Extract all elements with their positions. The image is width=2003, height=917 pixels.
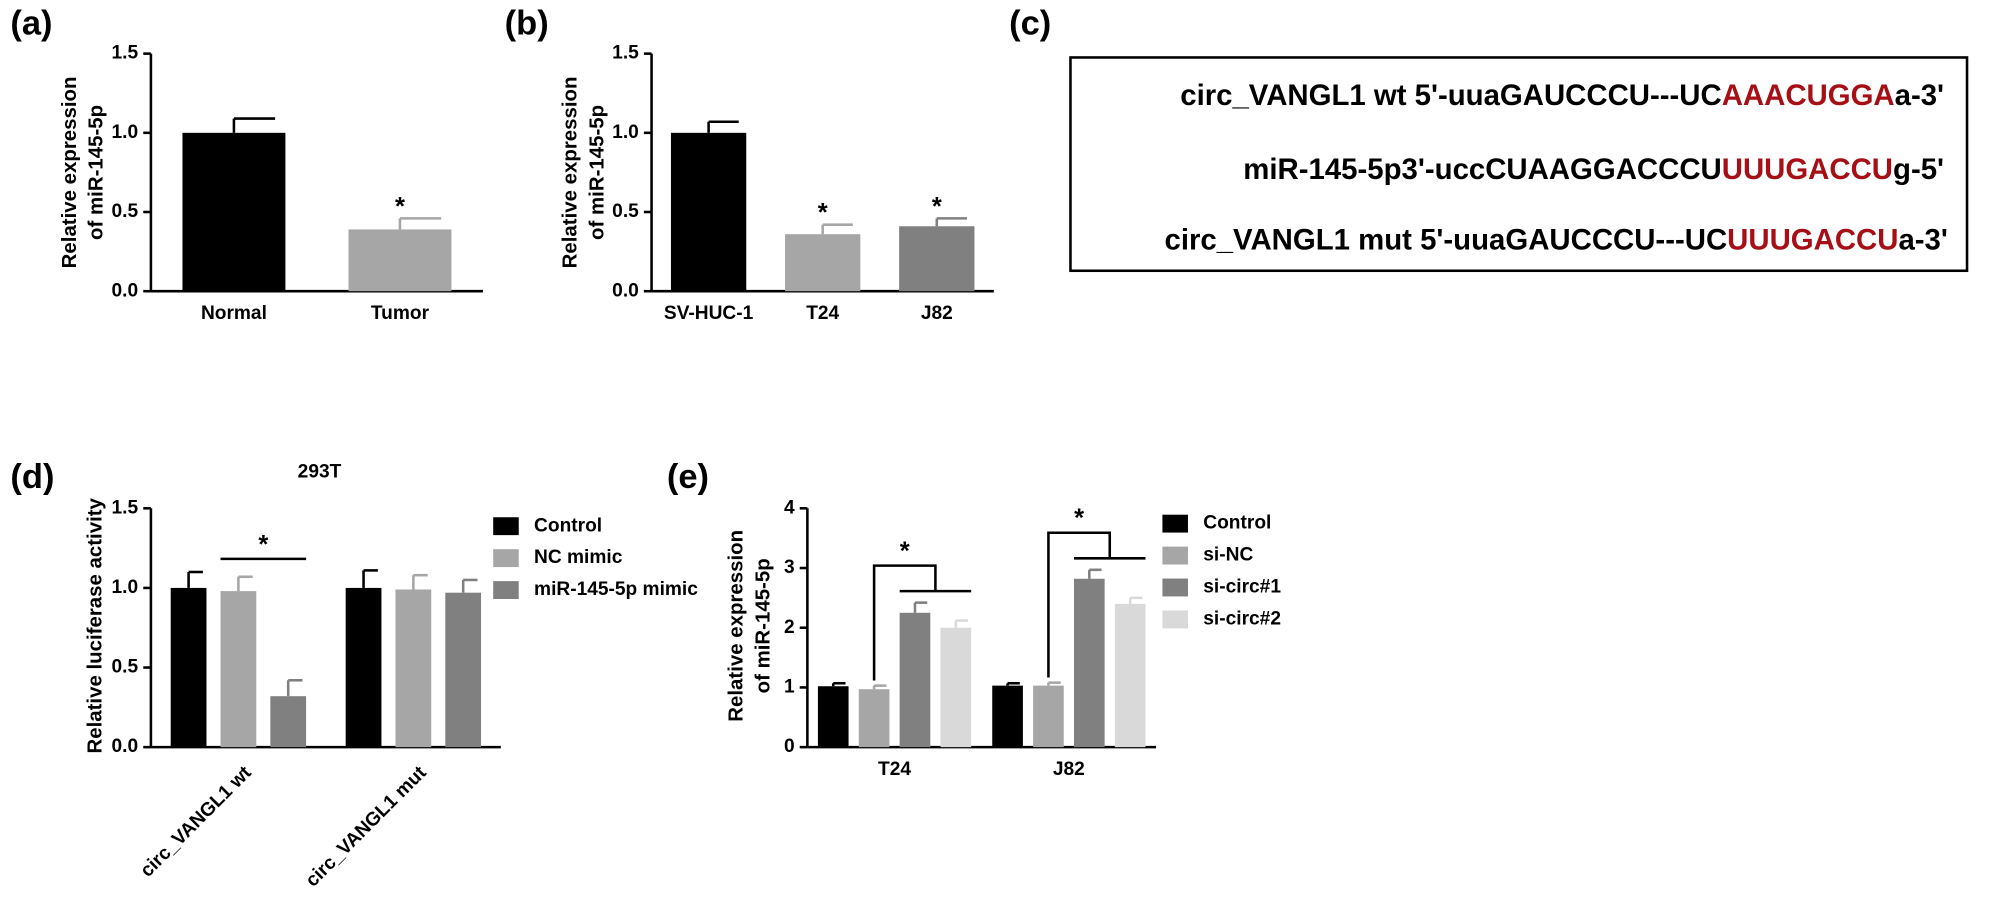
y-tick-label: 1.0	[112, 577, 139, 598]
legend-label: miR-145-5p mimic	[534, 579, 698, 600]
bar	[170, 587, 207, 748]
bar	[899, 226, 975, 292]
y-tick-label: 1.5	[612, 43, 639, 64]
y-tick-label: 0.0	[112, 736, 139, 757]
bar	[992, 685, 1023, 748]
bar	[940, 627, 972, 748]
bar	[1114, 603, 1146, 748]
sequence: circ_VANGL1 wt 5'-uuaGAUCCCU---UC	[1180, 79, 1721, 112]
legend-swatch	[1162, 610, 1188, 629]
bar	[445, 592, 482, 748]
bar	[858, 689, 890, 748]
chart-title: 293T	[298, 462, 342, 483]
legend-swatch	[1162, 578, 1188, 597]
bar	[817, 686, 849, 748]
y-axis-label: of miR-145-5p	[86, 105, 108, 240]
y-tick-label: 0.0	[612, 280, 639, 301]
y-axis-label: of miR-145-5p	[586, 105, 608, 240]
x-tick-label: Tumor	[371, 303, 430, 324]
x-tick-label: J82	[921, 303, 953, 324]
sequence-line: circ_VANGL1 mut 5'-uuaGAUCCCU---UCUUUGAC…	[1164, 223, 1947, 256]
panel-label: (d)	[10, 458, 54, 496]
y-tick-label: 2	[784, 617, 795, 638]
y-tick-label: 3	[784, 557, 795, 578]
bar	[1033, 685, 1064, 748]
bar	[348, 229, 452, 292]
legend-swatch	[1162, 546, 1188, 565]
sequence: circ_VANGL1 mut 5'-uuaGAUCCCU---UC	[1164, 223, 1727, 256]
y-tick-label: 0	[784, 736, 795, 757]
significance: *	[818, 199, 828, 227]
bar	[345, 587, 382, 748]
bar	[785, 234, 861, 292]
legend-label: si-circ#2	[1203, 608, 1281, 629]
legend-swatch	[1162, 514, 1188, 533]
panel-label: (c)	[1009, 5, 1051, 43]
sequence: g-5'	[1893, 153, 1944, 186]
significance: *	[1074, 505, 1084, 533]
significance: *	[258, 531, 268, 559]
sequence: a-3'	[1898, 223, 1947, 256]
y-axis-label: Relative expression	[726, 530, 748, 722]
seed-sequence: AAACUGGA	[1722, 79, 1895, 112]
bar	[182, 132, 286, 292]
bar	[899, 612, 931, 748]
seed-sequence: UUUGACCU	[1722, 153, 1893, 186]
y-tick-label: 1.5	[112, 497, 139, 518]
sequence: a-3'	[1895, 79, 1944, 112]
y-axis-label: of miR-145-5p	[752, 558, 774, 693]
sequence-line: circ_VANGL1 wt 5'-uuaGAUCCCU---UCAAACUGG…	[1180, 79, 1944, 112]
seed-sequence: UUUGACCU	[1727, 223, 1898, 256]
y-tick-label: 0.5	[612, 201, 639, 222]
panel-label: (e)	[667, 458, 709, 496]
y-tick-label: 0.0	[112, 280, 139, 301]
x-tick-label: SV-HUC-1	[664, 303, 754, 324]
panel-label: (a)	[10, 5, 52, 43]
bar	[670, 132, 747, 292]
x-tick-label: T24	[878, 759, 911, 780]
sequence: miR-145-5p3'-uccCUAAGGACCCU	[1243, 153, 1721, 186]
significance: *	[900, 538, 910, 566]
y-axis-label: Relative expression	[59, 76, 81, 268]
significance-bracket	[1047, 531, 1112, 678]
significance: *	[932, 193, 942, 221]
significance-bracket	[872, 564, 937, 681]
bar	[1073, 578, 1105, 748]
legend-swatch	[493, 581, 519, 599]
bar	[220, 591, 257, 748]
sequence-line: miR-145-5p3'-uccCUAAGGACCCUUUUGACCUg-5'	[1243, 153, 1944, 186]
sequence-box	[1069, 56, 1969, 273]
y-tick-label: 1	[784, 676, 795, 697]
legend-swatch	[493, 549, 519, 568]
y-tick-label: 0.5	[112, 201, 139, 222]
y-tick-label: 1.5	[112, 43, 139, 64]
legend-swatch	[493, 517, 519, 536]
x-tick-label: T24	[806, 303, 839, 324]
y-tick-label: 4	[784, 497, 795, 518]
x-tick-label: circ_VANGL1 mut	[302, 762, 431, 891]
y-tick-label: 0.5	[112, 657, 139, 678]
y-tick-label: 1.0	[612, 122, 639, 143]
legend-label: Control	[534, 515, 602, 536]
panel-label: (b)	[505, 5, 549, 43]
bar	[270, 696, 307, 748]
legend-label: si-circ#1	[1203, 577, 1281, 598]
legend-label: si-NC	[1203, 545, 1253, 566]
bar	[395, 589, 432, 748]
legend-label: Control	[1203, 513, 1271, 534]
x-tick-label: J82	[1053, 759, 1085, 780]
significance: *	[395, 193, 405, 221]
y-axis-label: Relative expression	[559, 76, 581, 268]
x-tick-label: circ_VANGL1 wt	[137, 762, 257, 882]
legend-label: NC mimic	[534, 547, 623, 568]
x-tick-label: Normal	[201, 303, 267, 324]
y-tick-label: 1.0	[112, 122, 139, 143]
y-axis-label: Relative luciferase activity	[84, 497, 106, 753]
